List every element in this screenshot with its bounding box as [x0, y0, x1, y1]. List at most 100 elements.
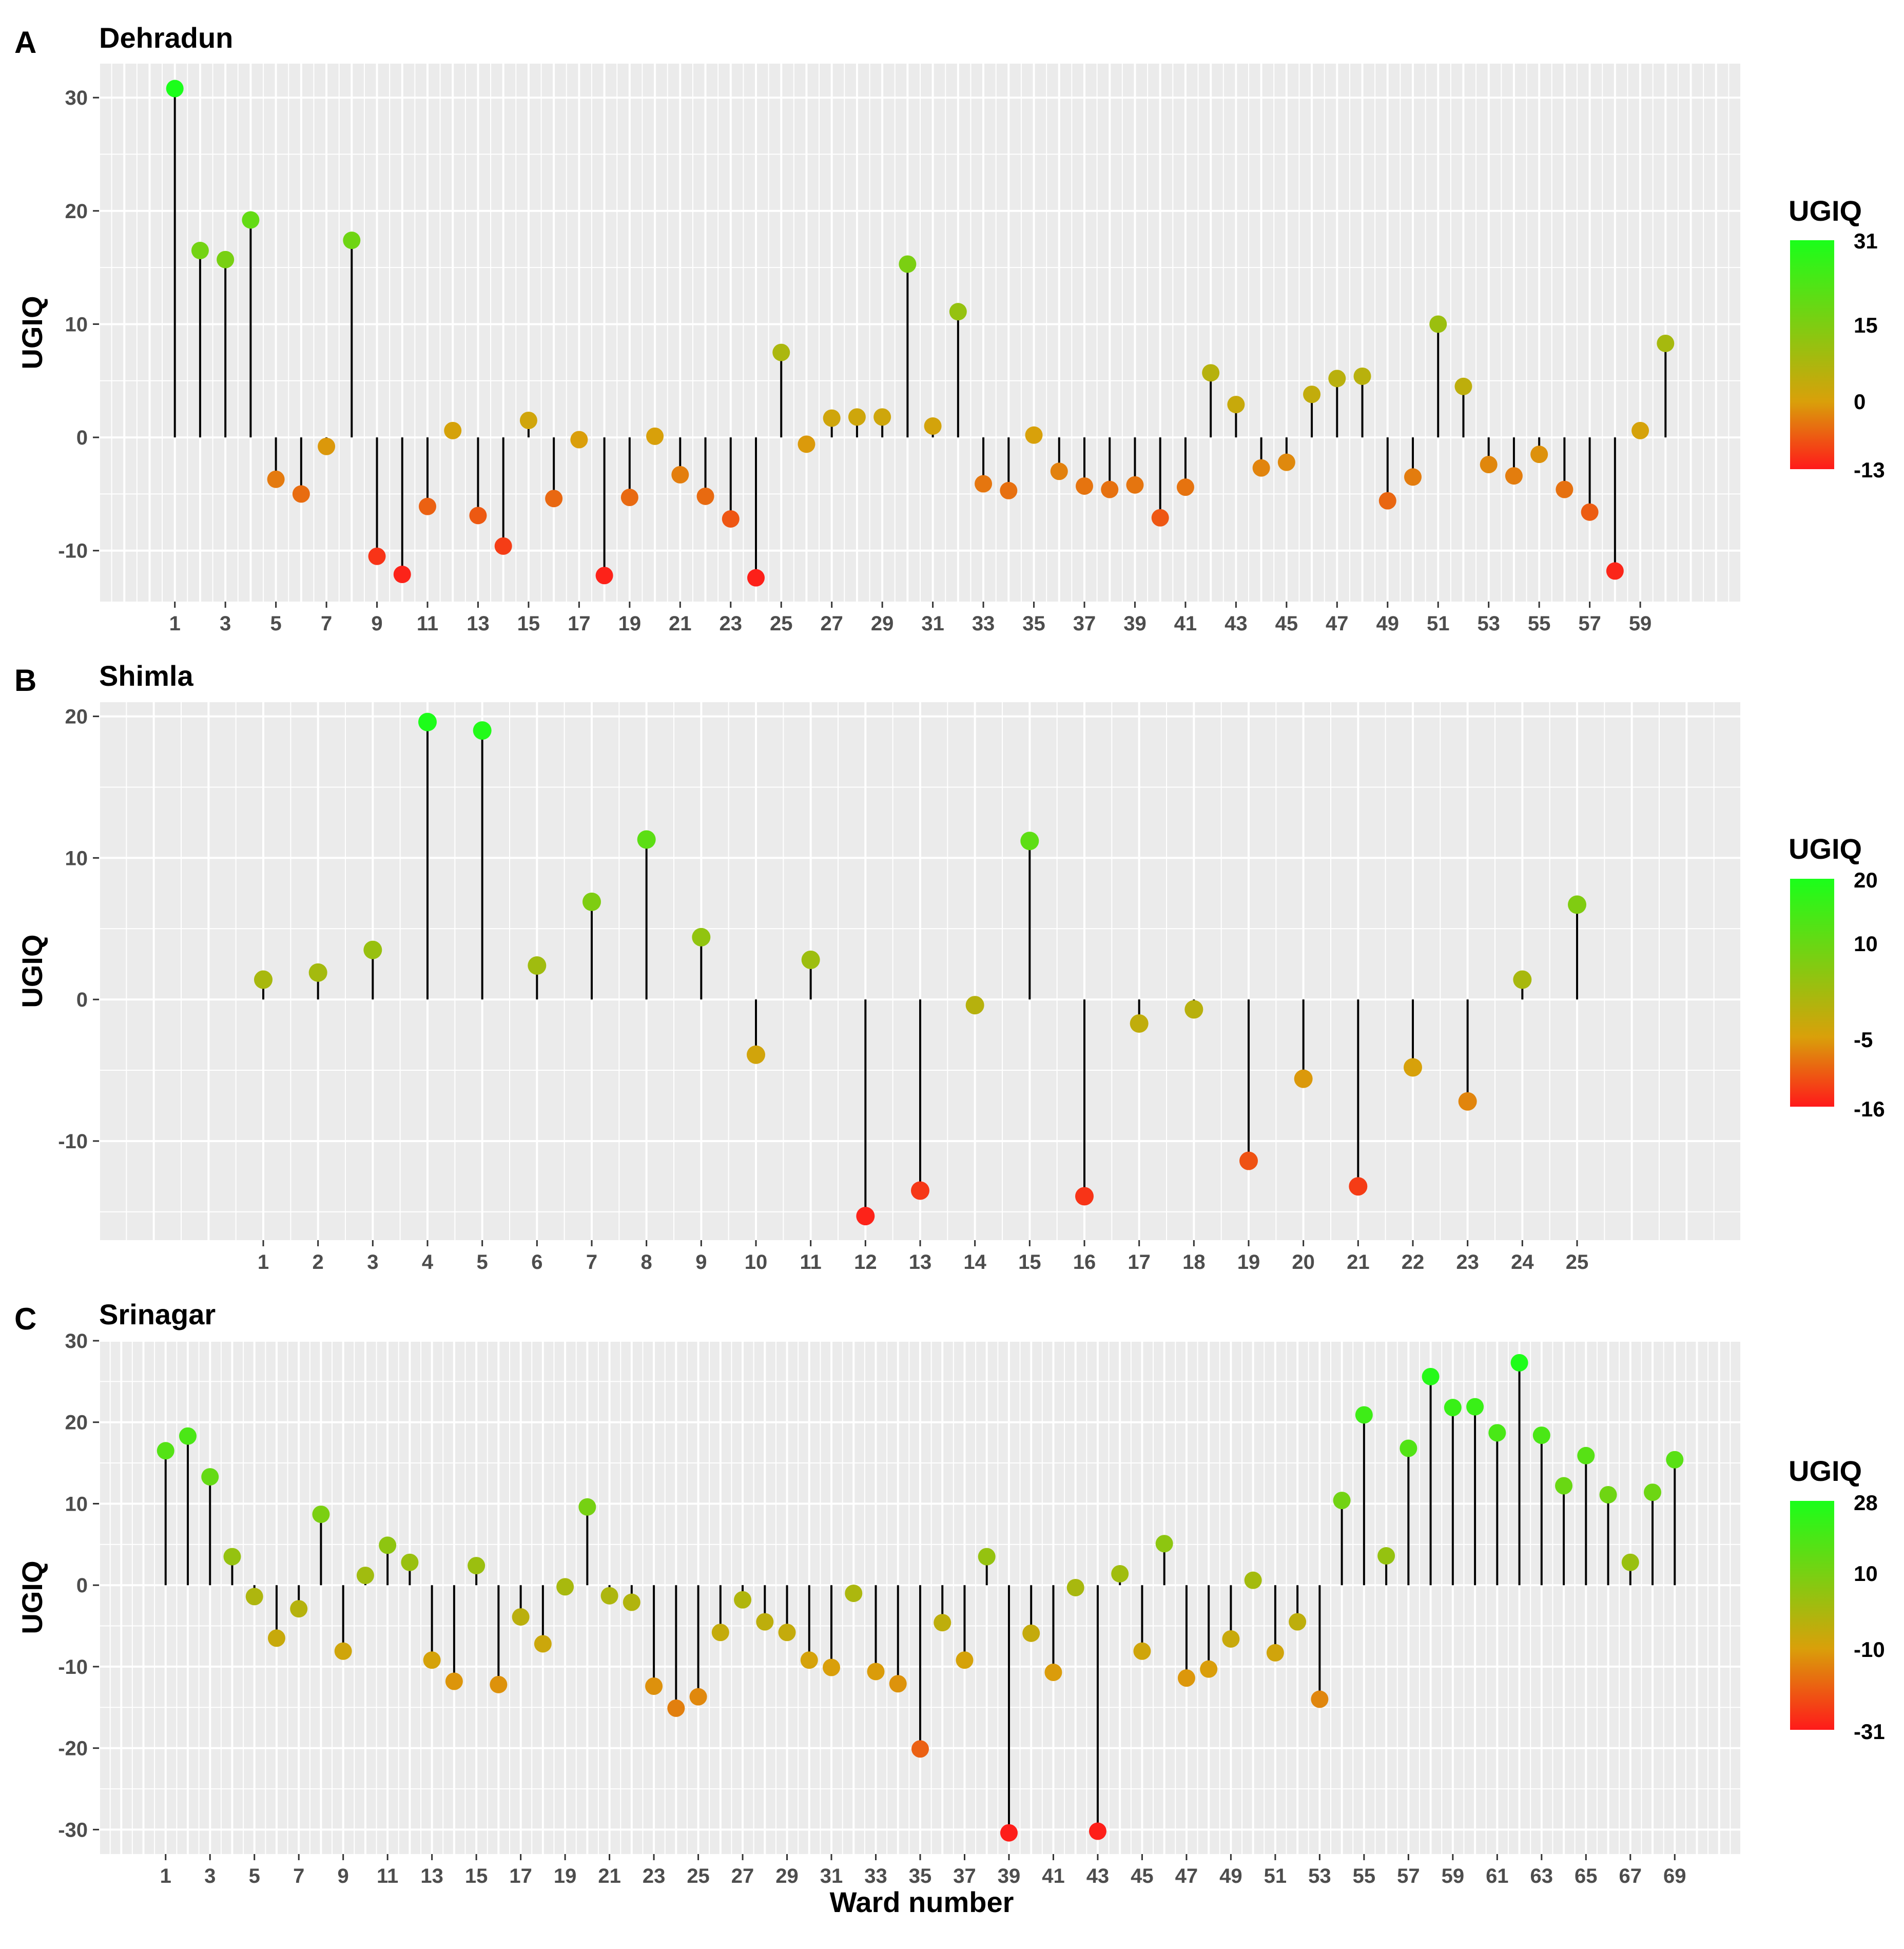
point-c-57 [1400, 1439, 1417, 1457]
point-c-18 [534, 1635, 552, 1653]
legend-c: UGIQ 28 10 -10 -31 [1789, 1455, 1885, 1744]
point-a-55 [1530, 446, 1548, 464]
x-tick-label: 27 [731, 1865, 754, 1887]
y-axis-label-b: UGIQ [16, 934, 48, 1008]
legend-colorbar-b [1790, 879, 1834, 1107]
point-a-9 [368, 547, 386, 565]
x-tick-label: 16 [1073, 1251, 1096, 1273]
x-tick-label: 31 [820, 1865, 843, 1887]
x-tick-label: 53 [1308, 1865, 1331, 1887]
point-b-12 [856, 1207, 875, 1226]
point-c-40 [1022, 1624, 1040, 1642]
point-a-46 [1303, 385, 1321, 403]
point-a-26 [798, 435, 815, 453]
point-c-1 [157, 1442, 174, 1460]
point-a-50 [1404, 468, 1422, 486]
point-c-38 [978, 1548, 996, 1566]
point-a-39 [1126, 476, 1144, 494]
point-a-14 [494, 537, 512, 555]
point-b-2 [308, 963, 327, 982]
legend-tick-a-4: -13 [1854, 458, 1885, 482]
x-tick-label: 15 [517, 612, 540, 635]
point-a-10 [393, 566, 411, 584]
x-tick-label: 5 [249, 1865, 260, 1887]
legend-tick-a-1: 31 [1854, 229, 1878, 253]
point-c-50 [1244, 1571, 1262, 1589]
y-tick-label: 10 [65, 313, 88, 336]
point-c-68 [1644, 1483, 1662, 1501]
point-a-28 [848, 408, 866, 426]
x-tick-label: 20 [1292, 1251, 1315, 1273]
point-c-42 [1066, 1578, 1084, 1596]
point-a-4 [242, 211, 260, 229]
x-tick-label: 59 [1442, 1865, 1465, 1887]
y-tick-label: 10 [65, 1493, 88, 1515]
point-a-36 [1050, 462, 1068, 480]
point-c-35 [911, 1740, 929, 1758]
point-c-69 [1666, 1451, 1684, 1469]
legend-a: UGIQ 31 15 0 -13 [1789, 195, 1885, 482]
x-tick-label: 5 [477, 1251, 488, 1273]
point-a-2 [191, 242, 209, 260]
x-tick-label: 37 [1073, 612, 1096, 635]
point-c-12 [401, 1553, 419, 1571]
point-b-7 [582, 892, 601, 911]
point-a-48 [1353, 367, 1371, 385]
x-tick-label: 43 [1086, 1865, 1110, 1887]
point-a-29 [873, 408, 891, 426]
point-a-19 [620, 489, 638, 507]
point-b-3 [363, 940, 382, 959]
point-a-57 [1581, 503, 1599, 521]
point-a-21 [671, 466, 689, 484]
point-c-43 [1089, 1822, 1106, 1840]
point-a-37 [1076, 477, 1093, 495]
x-tick-label: 6 [531, 1251, 542, 1273]
x-tick-label: 39 [998, 1865, 1021, 1887]
point-b-22 [1404, 1058, 1422, 1077]
x-tick-label: 21 [669, 612, 692, 635]
x-tick-label: 37 [953, 1865, 976, 1887]
point-c-36 [934, 1614, 951, 1632]
x-tick-label: 39 [1123, 612, 1147, 635]
point-c-17 [512, 1608, 530, 1626]
point-b-19 [1239, 1151, 1258, 1170]
x-tick-label: 23 [643, 1865, 666, 1887]
point-c-46 [1155, 1535, 1173, 1553]
x-tick-label: 25 [687, 1865, 710, 1887]
point-c-4 [223, 1548, 241, 1566]
x-tick-label: 61 [1486, 1865, 1509, 1887]
point-c-29 [778, 1624, 796, 1642]
x-tick-label: 47 [1326, 612, 1349, 635]
x-tick-label: 9 [371, 612, 382, 635]
point-c-15 [468, 1557, 485, 1575]
point-b-6 [528, 956, 547, 975]
point-c-28 [756, 1613, 774, 1631]
x-tick-label: 51 [1264, 1865, 1287, 1887]
point-c-6 [267, 1629, 285, 1647]
point-a-18 [595, 567, 613, 585]
x-tick-label: 17 [509, 1865, 532, 1887]
x-tick-label: 17 [568, 612, 591, 635]
point-b-13 [911, 1181, 929, 1200]
x-tick-label: 35 [909, 1865, 932, 1887]
point-c-62 [1510, 1354, 1528, 1372]
point-c-44 [1111, 1565, 1129, 1583]
point-c-52 [1289, 1613, 1307, 1631]
point-c-39 [1000, 1824, 1018, 1842]
point-a-52 [1454, 377, 1472, 395]
x-tick-label: 15 [1018, 1251, 1041, 1273]
y-axis-label-c: UGIQ [16, 1560, 48, 1634]
x-tick-label: 2 [313, 1251, 324, 1273]
point-a-15 [519, 411, 537, 429]
point-a-38 [1101, 480, 1119, 498]
panel-title-srinagar: Srinagar [99, 1298, 216, 1330]
x-tick-label: 19 [554, 1865, 577, 1887]
point-a-31 [924, 417, 942, 435]
y-tick-label: 20 [65, 1412, 88, 1434]
point-c-65 [1577, 1446, 1595, 1464]
point-b-5 [473, 721, 492, 740]
y-axis-label-a: UGIQ [16, 296, 48, 369]
legend-tick-b-3: -5 [1854, 1028, 1873, 1052]
